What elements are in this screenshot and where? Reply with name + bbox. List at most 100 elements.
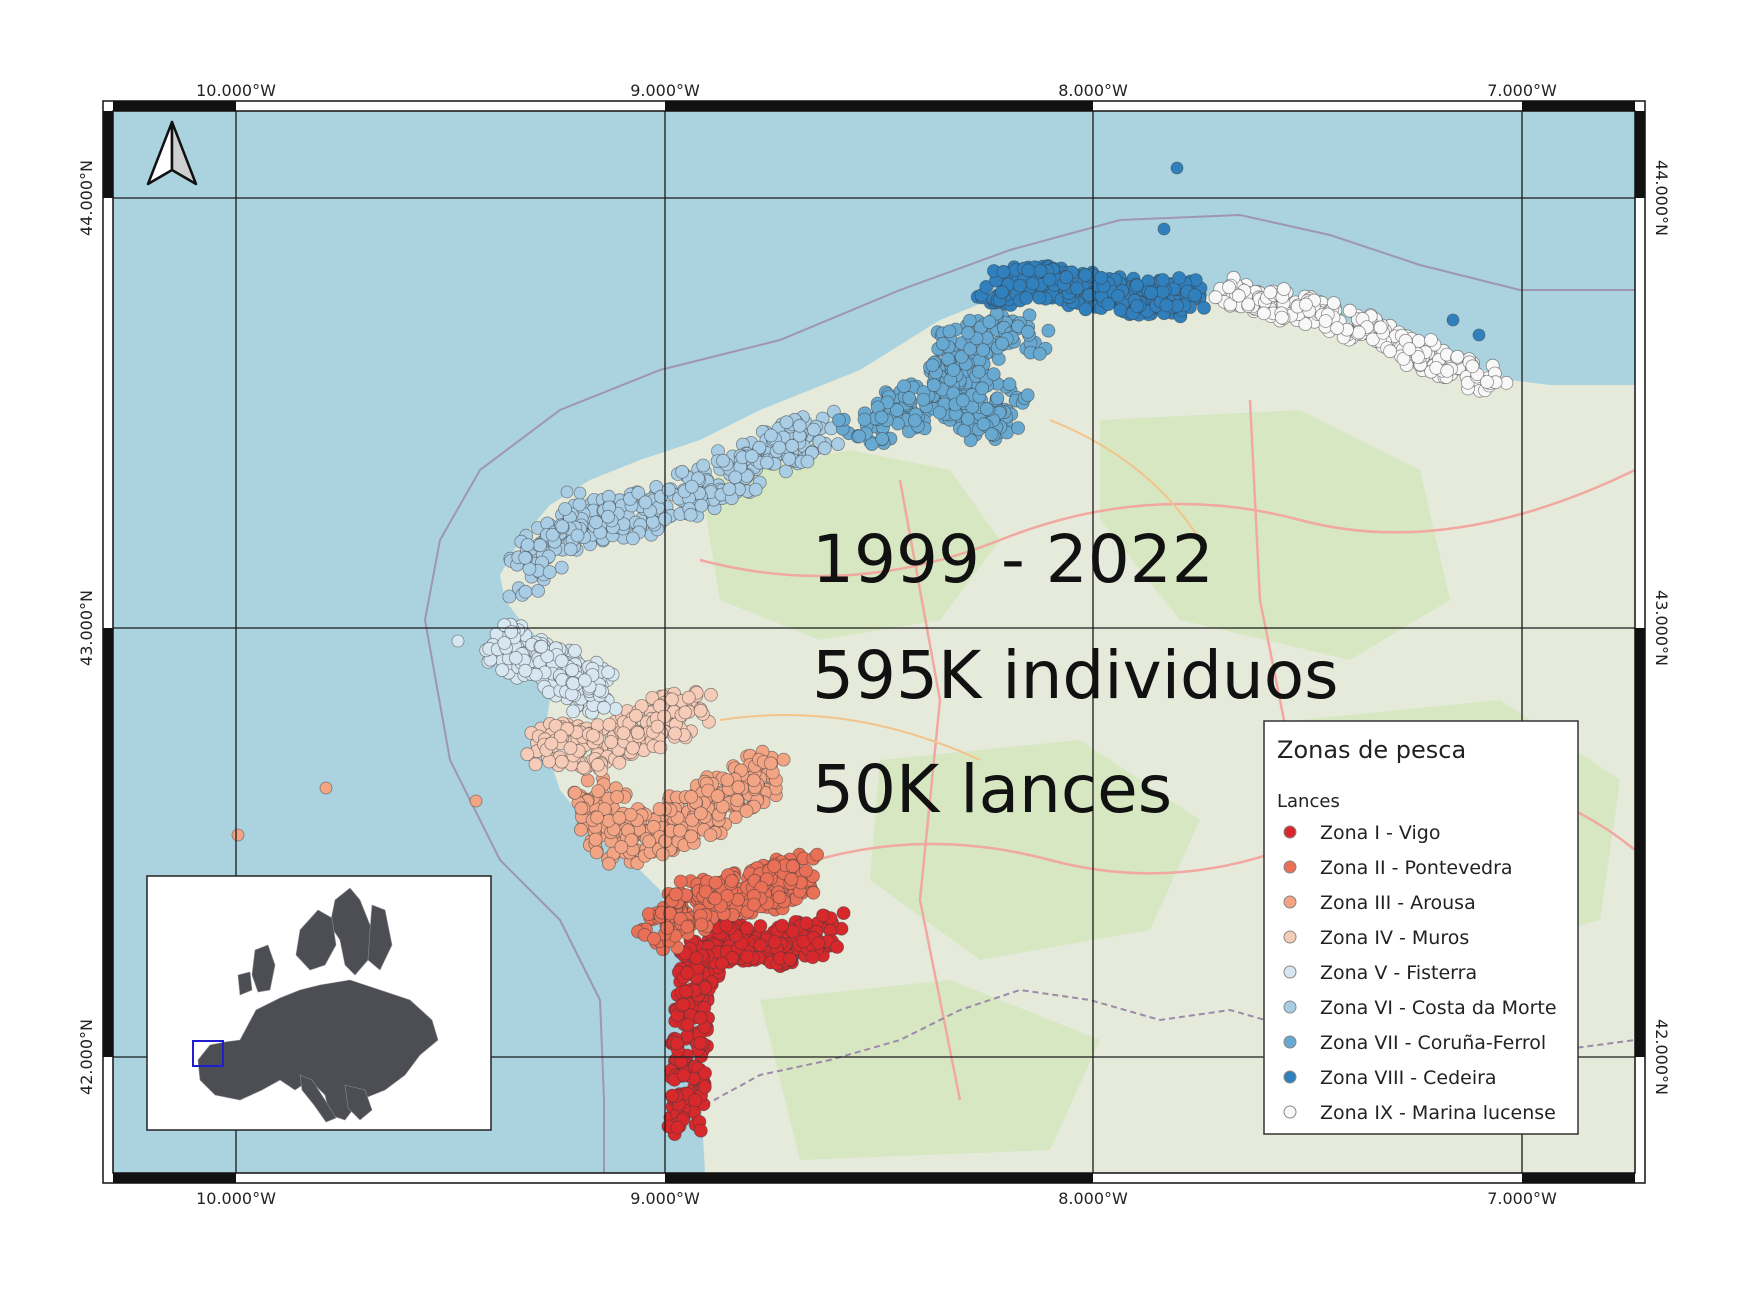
haul-point [580, 773, 595, 788]
haul-point [542, 565, 557, 579]
haul-point [1078, 268, 1093, 283]
haul-point [554, 654, 569, 668]
haul-point [1013, 278, 1027, 293]
haul-point [1011, 421, 1025, 435]
haul-point [586, 728, 600, 743]
haul-point [810, 847, 824, 862]
lat-labels-right: 44.000°N 43.000°N 42.000°N [1652, 160, 1671, 1095]
haul-point [665, 692, 679, 707]
haul-point [601, 509, 615, 524]
lon-label-bottom-9w: 9.000°W [630, 1189, 700, 1208]
overlay-individuals: 595K individuos [812, 637, 1339, 714]
haul-point [495, 663, 510, 677]
haul-point [740, 949, 755, 964]
lon-label-bottom-8w: 8.000°W [1058, 1189, 1128, 1208]
haul-point [805, 950, 820, 965]
haul-point [776, 752, 791, 767]
haul-point [655, 847, 670, 862]
haul-point [763, 756, 778, 771]
legend-swatch [1283, 1105, 1297, 1119]
haul-point [518, 584, 533, 599]
haul-point [1188, 288, 1202, 303]
lon-label-top-8w: 8.000°W [1058, 81, 1128, 100]
lon-label-bottom-7w: 7.000°W [1487, 1189, 1557, 1208]
legend-swatch [1283, 825, 1297, 839]
legend-swatch [1283, 1035, 1297, 1049]
legend[interactable]: Zonas de pesca Lances Zona I - VigoZona … [1263, 720, 1579, 1135]
haul-point [961, 411, 975, 426]
land-green-2 [1100, 410, 1450, 660]
haul-point [1197, 300, 1211, 315]
haul-point [518, 663, 533, 678]
legend-item-label: Zona IX - Marina lucense [1320, 1102, 1556, 1124]
haul-point [604, 735, 619, 749]
haul-point [932, 405, 947, 420]
haul-point [541, 685, 556, 700]
haul-point [902, 391, 916, 405]
haul-point [1002, 377, 1017, 392]
haul-point [708, 891, 722, 906]
lat-label-left-43n: 43.000°N [77, 590, 96, 666]
haul-point [578, 673, 592, 688]
haul-point [1170, 161, 1184, 175]
lon-label-bottom-10w: 10.000°W [196, 1189, 276, 1208]
haul-point [544, 736, 559, 751]
haul-point [697, 1080, 712, 1094]
lat-label-left-44n: 44.000°N [77, 160, 96, 236]
haul-point [670, 1036, 684, 1051]
haul-point [957, 423, 971, 438]
lon-label-top-7w: 7.000°W [1487, 81, 1557, 100]
haul-point [941, 352, 955, 367]
haul-point [684, 789, 699, 804]
haul-point [817, 441, 832, 456]
haul-point [625, 741, 640, 755]
haul-point [570, 528, 585, 543]
lat-label-right-42n: 42.000°N [1652, 1019, 1671, 1095]
haul-point [616, 726, 631, 740]
road-6 [1049, 419, 1201, 541]
haul-point [1020, 388, 1035, 403]
legend-items: Zona I - Vigo Zona II - Pontevedra Zona II… [1283, 822, 1557, 1124]
haul-point [542, 754, 557, 769]
inset-europe[interactable] [146, 875, 492, 1131]
haul-point [724, 874, 739, 888]
haul-point [753, 938, 768, 953]
haul-point [779, 464, 793, 479]
haul-point [1424, 333, 1438, 347]
haul-point [730, 793, 745, 808]
haul-point [783, 952, 797, 966]
haul-point [728, 470, 743, 485]
haul-point [676, 1068, 691, 1082]
haul-point [722, 482, 737, 497]
haul-point [1450, 349, 1465, 364]
haul-point [963, 341, 978, 356]
haul-point [528, 757, 543, 772]
haul-point [836, 906, 851, 920]
haul-point [590, 810, 604, 825]
road-5 [719, 714, 981, 761]
north-arrow-icon [146, 120, 198, 186]
haul-point [1155, 284, 1170, 299]
haul-point [831, 437, 845, 452]
haul-point [1383, 344, 1397, 359]
land-green-3 [870, 740, 1200, 960]
haul-point [555, 519, 570, 534]
haul-point [563, 741, 578, 755]
haul-point [1277, 282, 1291, 297]
haul-point [568, 644, 582, 658]
haul-point [573, 486, 587, 500]
haul-point [984, 427, 999, 442]
legend-swatch [1283, 965, 1297, 979]
haul-point [961, 325, 975, 340]
legend-item-label: Zona I - Vigo [1320, 822, 1440, 844]
haul-point [1330, 321, 1344, 336]
haul-point [694, 498, 709, 513]
haul-point [588, 832, 603, 847]
haul-point [1078, 302, 1093, 317]
overlay-stats: 1999 - 2022 595K individuos 50K lances [812, 521, 1339, 828]
haul-point [623, 807, 638, 822]
border-portugal [704, 988, 1635, 1106]
haul-point [665, 1088, 680, 1103]
haul-point [767, 935, 782, 949]
legend-item-label: Zona III - Arousa [1320, 892, 1476, 914]
